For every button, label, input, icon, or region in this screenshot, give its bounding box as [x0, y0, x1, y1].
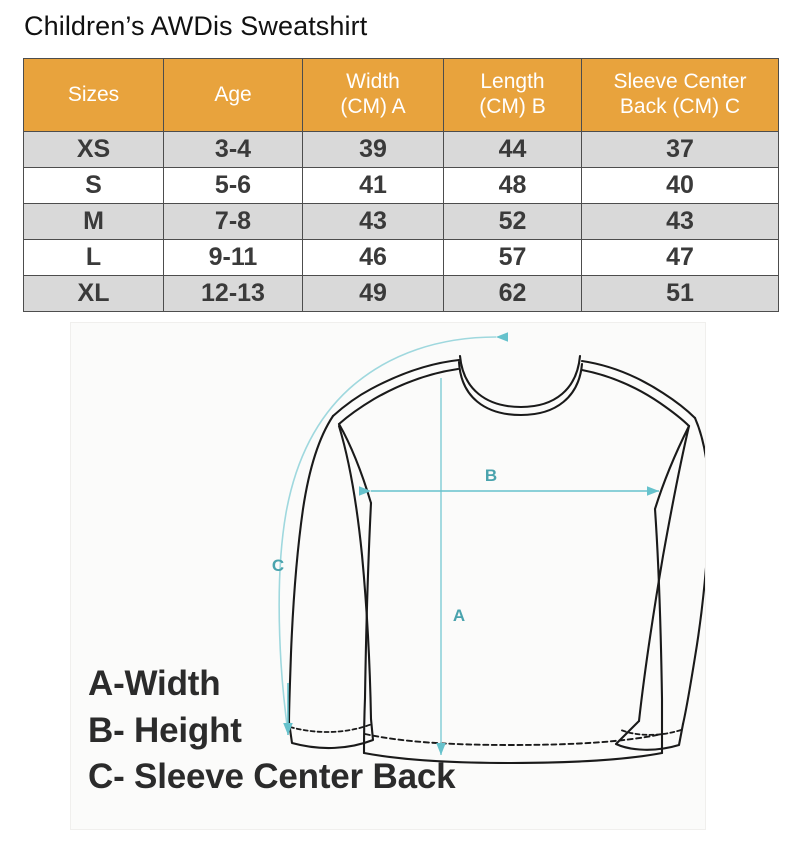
right-cuff-stitch: [620, 729, 682, 736]
measure-label-b: B: [485, 466, 497, 485]
column-header-length: Length (CM) B: [443, 58, 582, 132]
table-row: XS 3-4 39 44 37: [23, 131, 779, 168]
left-shoulder-seam: [331, 358, 461, 418]
column-header-length-line2: (CM) B: [479, 95, 546, 118]
cell-age: 12-13: [163, 275, 303, 312]
cell-size: L: [23, 239, 164, 276]
garment-diagram-panel: B A C: [70, 322, 706, 830]
right-shoulder-seam: [580, 359, 697, 420]
column-header-age-line1: Age: [214, 82, 252, 106]
left-cuff-stitch: [289, 723, 373, 733]
measurement-legend: A-Width B- Height C- Sleeve Center Back: [88, 661, 518, 801]
cell-age: 7-8: [163, 203, 303, 240]
sweatshirt-illustration: B A C: [272, 332, 705, 765]
table-row: L 9-11 46 57 47: [23, 239, 779, 276]
cell-width: 46: [302, 239, 444, 276]
right-sleeve-inner-edge: [637, 424, 691, 723]
right-body-side-seam: [653, 507, 664, 755]
column-header-width-line1: Width: [346, 70, 400, 94]
legend-item-a: A-Width: [88, 664, 221, 703]
measure-label-a: A: [453, 606, 465, 625]
bottom-hem-stitch: [364, 733, 663, 746]
cell-size: XS: [23, 131, 164, 168]
cell-length: 57: [443, 239, 582, 276]
table-row: M 7-8 43 52 43: [23, 203, 779, 240]
size-chart-container: Sizes Age Width (CM) A Length (CM) B Sle…: [23, 58, 779, 312]
measure-label-c: C: [272, 556, 284, 575]
left-shoulder-seam-inner: [337, 367, 460, 426]
cell-size: XL: [23, 275, 164, 312]
size-chart-table: Sizes Age Width (CM) A Length (CM) B Sle…: [23, 58, 779, 312]
right-armhole-seam: [653, 424, 691, 511]
left-sleeve-outer-edge: [287, 414, 335, 724]
column-header-length-line1: Length: [480, 70, 545, 94]
left-armhole-seam: [337, 422, 373, 505]
cell-width: 39: [302, 131, 444, 168]
right-sleeve-outer-edge: [681, 416, 705, 726]
measurement-labels-group: B A C: [272, 466, 497, 625]
page-title: Children’s AWDis Sweatshirt: [24, 11, 368, 41]
cell-sleeve: 51: [581, 275, 779, 312]
cell-age: 3-4: [163, 131, 303, 168]
left-body-side-seam: [362, 501, 373, 755]
cell-sleeve: 43: [581, 203, 779, 240]
column-header-sizes-line1: Sizes: [67, 82, 120, 106]
table-body: XS 3-4 39 44 37 S 5-6 41 48 40 M 7-8 43 …: [23, 131, 779, 312]
column-header-sleeve-line2: Back (CM) C: [619, 95, 741, 118]
table-row: S 5-6 41 48 40: [23, 167, 779, 204]
right-shoulder-seam-inner: [580, 368, 691, 428]
left-sleeve-inner-edge: [337, 424, 373, 721]
column-header-width: Width (CM) A: [302, 58, 444, 132]
table-header: Sizes Age Width (CM) A Length (CM) B Sle…: [23, 58, 779, 132]
legend-item-b: B- Height: [88, 710, 242, 750]
cell-width: 49: [302, 275, 444, 312]
cell-sleeve: 47: [581, 239, 779, 276]
cell-width: 41: [302, 167, 444, 204]
cell-sleeve: 40: [581, 167, 779, 204]
left-cuff: [287, 717, 375, 750]
cell-size: S: [23, 167, 164, 204]
right-cuff: [614, 719, 685, 751]
cell-age: 9-11: [163, 239, 303, 276]
measurement-guides-group: [278, 332, 660, 756]
table-row: XL 12-13 49 62 51: [23, 275, 779, 312]
cell-length: 44: [443, 131, 582, 168]
legend-item-c: C- Sleeve Center Back: [88, 757, 456, 797]
column-header-width-line2: (CM) A: [340, 95, 406, 118]
column-header-sleeve-line1: Sleeve Center: [613, 70, 747, 94]
cell-length: 48: [443, 167, 582, 204]
bottom-hem: [362, 751, 664, 765]
table-header-row: Sizes Age Width (CM) A Length (CM) B Sle…: [23, 58, 779, 132]
cell-sleeve: 37: [581, 131, 779, 168]
cell-width: 43: [302, 203, 444, 240]
cell-age: 5-6: [163, 167, 303, 204]
column-header-age: Age: [163, 58, 303, 132]
cell-length: 62: [443, 275, 582, 312]
column-header-sleeve-center-back: Sleeve Center Back (CM) C: [581, 58, 779, 132]
collar-inner-icon: [458, 354, 582, 409]
garment-outline-group: [287, 354, 705, 765]
cell-size: M: [23, 203, 164, 240]
measure-curve-c: [278, 332, 509, 734]
cell-length: 52: [443, 203, 582, 240]
collar-outer-icon: [457, 360, 584, 417]
column-header-sizes: Sizes: [23, 58, 164, 132]
